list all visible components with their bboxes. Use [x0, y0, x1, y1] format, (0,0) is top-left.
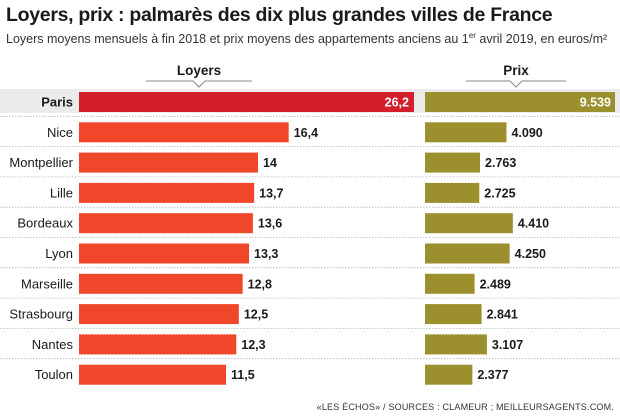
loyers-bar: [79, 304, 239, 325]
prix-bar: [425, 122, 507, 143]
prix-header-label: Prix: [503, 63, 529, 78]
loyers-bar: [79, 243, 250, 264]
loyers-value-label: 12,8: [248, 277, 272, 291]
loyers-bar: [79, 213, 253, 234]
series-headers: Loyers Prix: [146, 63, 566, 88]
category-label: Strasbourg: [9, 307, 73, 322]
category-label: Nice: [47, 125, 73, 140]
loyers-bar: [79, 334, 237, 355]
loyers-value-label: 12,3: [241, 338, 265, 352]
loyers-value-label: 13,6: [258, 217, 282, 231]
loyers-bar: [79, 92, 414, 112]
loyers-value-label: 12,5: [244, 308, 268, 322]
prix-bar: [425, 304, 482, 325]
loyers-value-label: 13,7: [259, 186, 283, 200]
category-label: Lille: [50, 185, 73, 200]
loyers-header-bracket: [146, 80, 252, 88]
source-footer: «LES ÉCHOS» / SOURCES : CLAMEUR ; MEILLE…: [316, 402, 614, 412]
prix-value-label: 3.107: [492, 338, 523, 352]
subtitle-main: Loyers moyens mensuels à fin 2018 et pri…: [6, 32, 469, 47]
prix-bar: [425, 213, 513, 234]
chart-title: Loyers, prix : palmarès des dix plus gra…: [6, 4, 553, 26]
prix-bar: [425, 334, 487, 355]
category-label: Marseille: [21, 276, 73, 291]
prix-value-label: 9.539: [580, 96, 611, 110]
loyers-bar: [79, 364, 227, 385]
loyers-header-label: Loyers: [177, 63, 221, 78]
loyers-bar: [79, 273, 243, 294]
prix-bar: [425, 243, 510, 264]
chart-subtitle: Loyers moyens mensuels à fin 2018 et pri…: [6, 31, 607, 46]
loyers-value-label: 13,3: [254, 247, 278, 261]
prix-value-label: 4.090: [511, 126, 542, 140]
loyers-value-label: 26,2: [385, 96, 409, 110]
bar-chart: Loyers Prix Paris Nice Montpellier Lille Bord…: [0, 63, 620, 385]
prix-value-label: 4.250: [515, 247, 546, 261]
loyers-value-label: 11,5: [231, 368, 255, 382]
category-label: Lyon: [45, 246, 73, 261]
prix-bars: [425, 92, 615, 385]
prix-value-label: 2.763: [485, 156, 516, 170]
prix-value-label: 2.377: [477, 368, 508, 382]
prix-bar: [425, 182, 480, 203]
prix-value-label: 2.489: [480, 277, 511, 291]
prix-bar: [425, 92, 615, 112]
loyers-bars: [79, 92, 414, 385]
prix-value-label: 2.841: [487, 308, 518, 322]
value-labels: 26,2 9.539 16,4 4.090 14 2.763 13,7 2.725 13,6 4.…: [231, 96, 611, 383]
prix-header-bracket: [466, 80, 566, 88]
category-label: Bordeaux: [17, 216, 73, 231]
prix-bar: [425, 364, 473, 385]
subtitle-superscript: er: [468, 31, 476, 40]
subtitle-end: avril 2019, en euros/m²: [475, 32, 608, 47]
loyers-bar: [79, 152, 259, 173]
loyers-value-label: 16,4: [294, 126, 318, 140]
category-label: Montpellier: [9, 155, 73, 170]
category-label: Paris: [41, 95, 73, 110]
category-label: Nantes: [32, 337, 74, 352]
prix-bar: [425, 152, 481, 173]
loyers-bar: [79, 122, 289, 143]
category-labels: Paris Nice Montpellier Lille Bordeaux Lyon Mar…: [9, 95, 73, 383]
loyers-value-label: 14: [263, 156, 277, 170]
prix-bar: [425, 273, 475, 294]
prix-value-label: 4.410: [518, 217, 549, 231]
loyers-bar: [79, 182, 255, 203]
category-label: Toulon: [35, 367, 73, 382]
prix-value-label: 2.725: [484, 186, 515, 200]
